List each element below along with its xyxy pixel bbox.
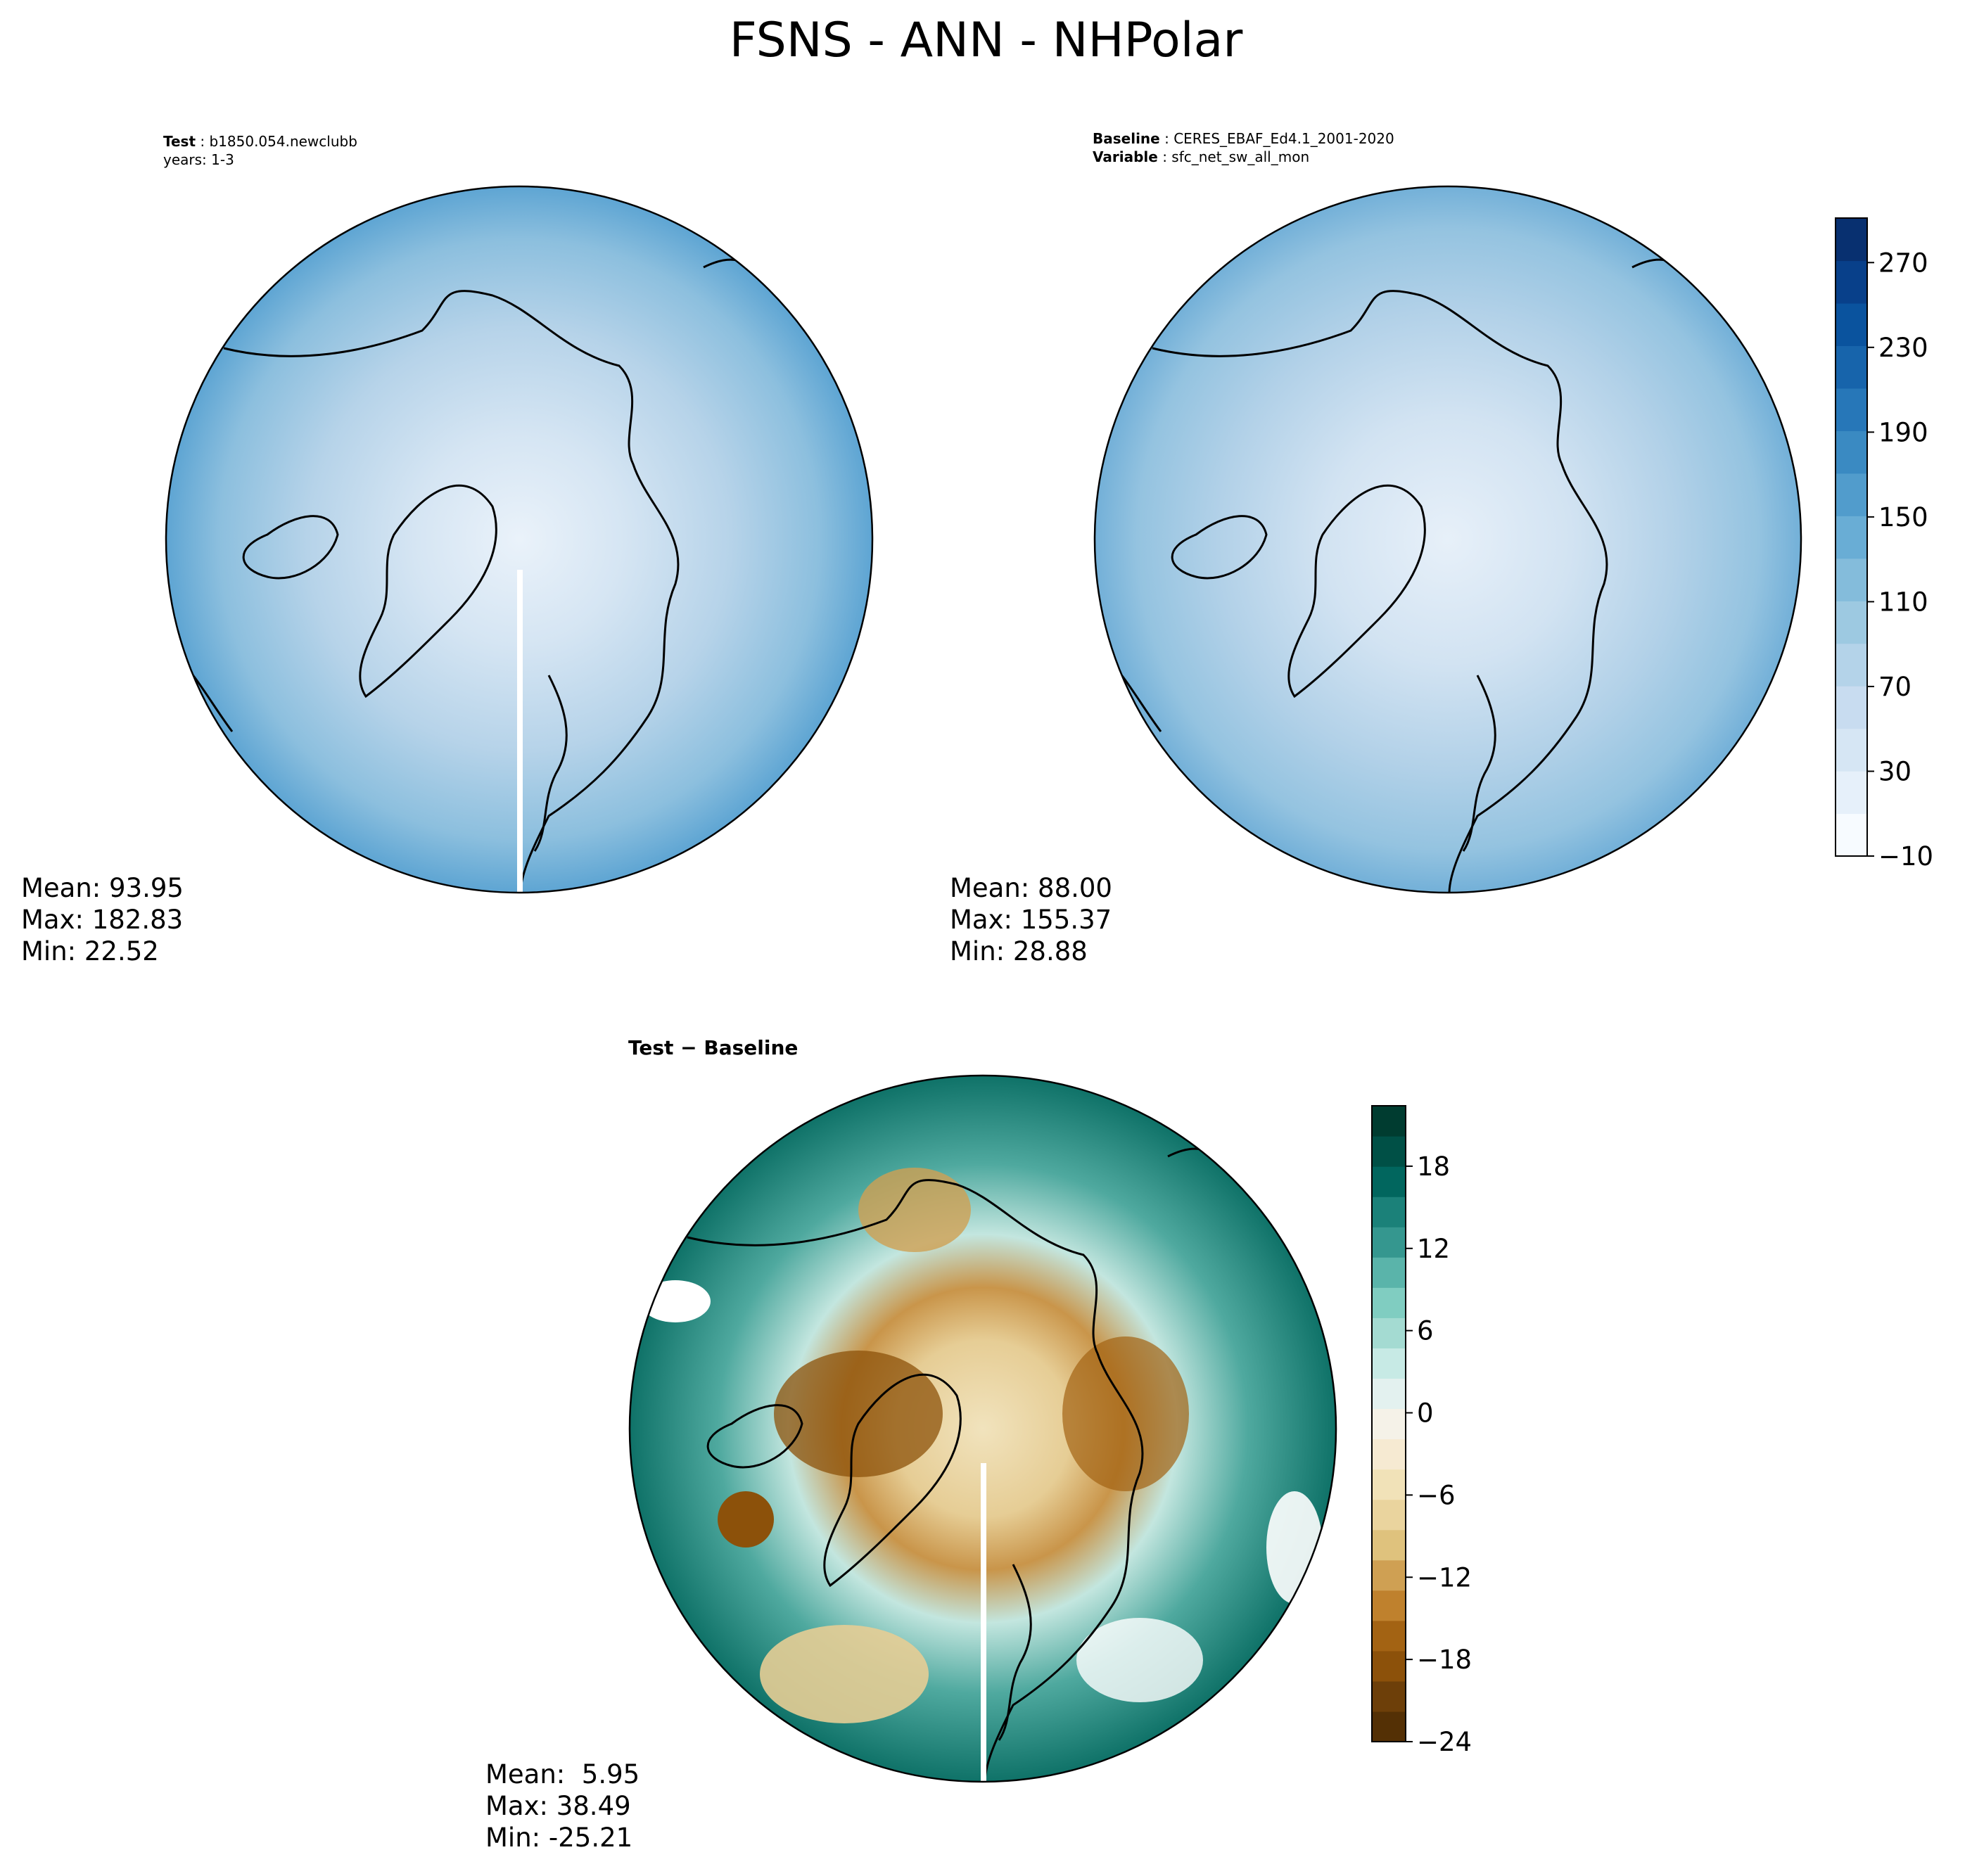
test-stats: Mean: 93.95 Max: 182.83 Min: 22.52: [21, 872, 184, 967]
baseline-variable-label: Variable: [1093, 148, 1158, 165]
baseline-header: Baseline : CERES_EBAF_Ed4.1_2001-2020 Va…: [1093, 130, 1394, 165]
baseline-mean: Mean: 88.00: [950, 873, 1112, 903]
main-colorbar-tick-label: −10: [1878, 841, 1933, 872]
diff-colorbar-band: [1372, 1348, 1406, 1379]
diff-max: Max: 38.49: [485, 1791, 631, 1821]
baseline-map-boundary: [1093, 185, 1802, 894]
test-header: Test : b1850.054.newclubb years: 1-3: [163, 133, 357, 168]
main-colorbar-band: [1836, 686, 1867, 729]
test-max: Max: 182.83: [21, 905, 184, 935]
test-map-boundary: [165, 185, 874, 894]
main-colorbar-band: [1836, 771, 1867, 815]
diff-colorbar-tick-label: −24: [1417, 1727, 1472, 1757]
diff-map-field: [630, 1076, 1336, 1782]
diff-colorbar-tick-label: −12: [1417, 1562, 1472, 1593]
main-colorbar-band: [1836, 601, 1867, 644]
figure-title: FSNS - ANN - NHPolar: [729, 13, 1243, 68]
main-colorbar-band: [1836, 473, 1867, 516]
main-colorbar-band: [1836, 430, 1867, 474]
main-colorbar-band: [1836, 345, 1867, 389]
diff-colorbar-band: [1372, 1529, 1406, 1561]
test-header-label: Test: [163, 133, 196, 150]
main-colorbar-border: [1835, 217, 1868, 857]
main-colorbar-tick-label: 190: [1878, 417, 1928, 447]
diff-colorbar-band: [1372, 1438, 1406, 1470]
diff-colorbar: −24 −18 −12 −6 0 6 12 18: [1371, 1105, 1472, 1757]
diff-colorbar-tick-label: −18: [1417, 1645, 1472, 1675]
baseline-variable-value: sfc_net_sw_all_mon: [1171, 148, 1310, 165]
main-colorbar-tick-label: 110: [1878, 587, 1928, 617]
baseline-map: [1093, 185, 1802, 894]
diff-colorbar-band: [1372, 1680, 1406, 1712]
diff-colorbar-band: [1372, 1197, 1406, 1227]
baseline-min: Min: 28.88: [950, 936, 1088, 966]
baseline-coastlines: [1096, 258, 1690, 893]
main-colorbar-band: [1836, 260, 1867, 304]
main-colorbar-tick-label: 230: [1878, 333, 1928, 363]
diff-mean: Mean: 5.95: [485, 1759, 640, 1789]
diff-colorbar-band: [1372, 1469, 1406, 1500]
diff-colorbar-band: [1372, 1408, 1406, 1440]
main-colorbar-band: [1836, 643, 1867, 687]
diff-map-boundary: [628, 1074, 1337, 1783]
main-colorbar-band: [1836, 516, 1867, 559]
diff-stats: Mean: 5.95 Max: 38.49 Min: -25.21: [485, 1759, 640, 1853]
main-colorbar-tick-label: 270: [1878, 248, 1928, 278]
diff-header: Test − Baseline: [628, 1036, 799, 1059]
diff-colorbar-tick-label: 18: [1417, 1151, 1450, 1182]
diff-colorbar-band: [1372, 1378, 1406, 1410]
diff-colorbar-band: [1372, 1499, 1406, 1531]
diff-colorbar-tick-label: −6: [1417, 1480, 1456, 1510]
test-map: [165, 185, 874, 894]
main-colorbar-band: [1836, 728, 1867, 772]
diff-colorbar-band: [1372, 1559, 1406, 1591]
diff-colorbar-border: [1371, 1105, 1406, 1742]
test-header-value: b1850.054.newclubb: [209, 133, 357, 150]
main-colorbar-tick-label: 70: [1878, 672, 1911, 702]
baseline-header-value: CERES_EBAF_Ed4.1_2001-2020: [1173, 130, 1394, 147]
main-colorbar-band: [1836, 302, 1867, 346]
main-colorbar-band: [1836, 218, 1867, 262]
diff-colorbar-band: [1372, 1590, 1406, 1621]
main-colorbar-tick-label: 30: [1878, 756, 1911, 786]
diff-colorbar-band: [1372, 1711, 1406, 1742]
diff-coastlines: [687, 1147, 1226, 1782]
diff-map: [628, 1074, 1337, 1783]
diff-colorbar-tick-label: 12: [1417, 1234, 1450, 1264]
baseline-max: Max: 155.37: [950, 905, 1112, 935]
test-map-field: [166, 186, 872, 893]
diff-min: Min: -25.21: [485, 1823, 633, 1853]
diff-colorbar-band: [1372, 1620, 1406, 1652]
diff-colorbar-band: [1372, 1136, 1406, 1167]
diff-anomaly-blobs: [640, 1168, 1323, 1723]
diff-colorbar-band: [1372, 1166, 1406, 1197]
diff-colorbar-band: [1372, 1650, 1406, 1682]
baseline-stats: Mean: 88.00 Max: 155.37 Min: 28.88: [950, 872, 1112, 967]
main-colorbar-tick-label: 150: [1878, 502, 1928, 532]
test-data-gap: [517, 570, 523, 893]
main-colorbar-band: [1836, 813, 1867, 857]
diff-colorbar-band: [1372, 1287, 1406, 1318]
diff-data-gap: [981, 1463, 986, 1782]
baseline-header-label: Baseline: [1093, 130, 1160, 147]
baseline-map-field: [1095, 186, 1801, 893]
main-colorbar: −10 30 70 110 150 190 230 270: [1835, 217, 1933, 872]
test-min: Min: 22.52: [21, 936, 159, 966]
diff-colorbar-band: [1372, 1106, 1406, 1137]
main-colorbar-band: [1836, 558, 1867, 601]
diff-colorbar-tick-label: 6: [1417, 1316, 1434, 1346]
diff-colorbar-band: [1372, 1257, 1406, 1288]
diff-colorbar-band: [1372, 1227, 1406, 1258]
main-colorbar-band: [1836, 388, 1867, 431]
diff-colorbar-band: [1372, 1317, 1406, 1348]
test-mean: Mean: 93.95: [21, 873, 184, 903]
test-header-years: years: 1-3: [163, 151, 234, 168]
diff-colorbar-tick-label: 0: [1417, 1398, 1434, 1429]
